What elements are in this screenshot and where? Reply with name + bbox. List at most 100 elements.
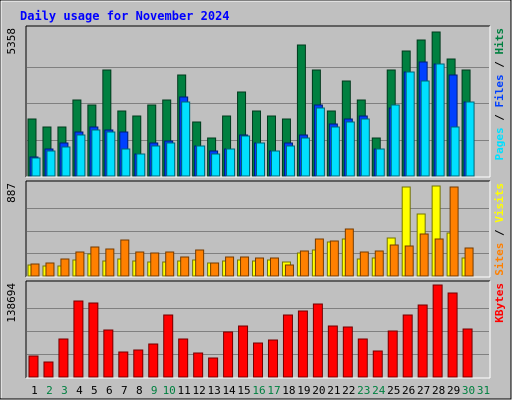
- bar-kbytes-day-20: [312, 303, 323, 378]
- bar-sites-day-19: [299, 250, 309, 277]
- chart-panels: 5358 Pages / Files / Hits 887 Sites / Visit…: [5, 25, 506, 379]
- bar-kbytes-day-4: [73, 300, 84, 378]
- bar-sites-day-11: [180, 256, 190, 277]
- bar-kbytes-day-5: [88, 302, 99, 378]
- bar-sites-day-7: [120, 239, 130, 277]
- day-label-6: 6: [106, 384, 113, 397]
- legend-part: Sites: [493, 243, 506, 276]
- bar-sites-day-10: [165, 251, 175, 277]
- bar-pages-day-3: [61, 146, 71, 177]
- bar-kbytes-day-28: [432, 284, 443, 378]
- bar-kbytes-day-13: [208, 357, 219, 378]
- day-label-9: 9: [151, 384, 158, 397]
- series-legend-label: Pages / Files / Hits: [493, 28, 506, 161]
- day-label-21: 21: [327, 384, 340, 397]
- bar-pages-day-18: [285, 145, 295, 177]
- bar-sites-day-6: [105, 248, 115, 277]
- bar-sites-day-26: [404, 245, 414, 277]
- day-label-2: 2: [46, 384, 53, 397]
- bar-pages-day-17: [270, 150, 280, 177]
- day-label-15: 15: [237, 384, 250, 397]
- day-label-27: 27: [417, 384, 430, 397]
- bar-sites-day-17: [269, 257, 279, 277]
- bar-kbytes-day-29: [447, 292, 458, 378]
- bar-sites-day-21: [329, 240, 339, 277]
- bar-sites-day-1: [30, 263, 40, 277]
- day-label-22: 22: [342, 384, 355, 397]
- bar-sites-day-15: [240, 256, 250, 277]
- day-label-14: 14: [222, 384, 236, 397]
- legend-part: Files: [493, 74, 506, 107]
- bar-sites-day-20: [314, 238, 324, 277]
- bar-pages-day-4: [76, 134, 86, 177]
- bar-kbytes-day-23: [357, 338, 368, 378]
- bar-sites-day-4: [75, 251, 85, 277]
- axis-max-label: 5358: [5, 28, 18, 55]
- day-label-5: 5: [91, 384, 98, 397]
- bar-kbytes-day-9: [148, 343, 159, 378]
- bar-pages-day-1: [31, 157, 41, 177]
- day-label-25: 25: [387, 384, 400, 397]
- bar-sites-day-29: [449, 186, 459, 277]
- bar-pages-day-28: [435, 63, 445, 177]
- bar-sites-day-27: [419, 233, 429, 277]
- bar-kbytes-day-27: [417, 304, 428, 378]
- legend-part: KBytes: [493, 283, 506, 323]
- day-label-20: 20: [312, 384, 325, 397]
- series-legend-label: KBytes: [493, 283, 506, 323]
- day-label-10: 10: [163, 384, 176, 397]
- bar-pages-day-14: [226, 148, 236, 177]
- legend-part: /: [493, 108, 506, 128]
- bar-pages-day-12: [196, 145, 206, 177]
- bar-kbytes-day-15: [238, 325, 249, 378]
- day-label-16: 16: [252, 384, 265, 397]
- bar-kbytes-day-19: [297, 310, 308, 378]
- day-label-19: 19: [297, 384, 310, 397]
- bar-sites-day-3: [60, 258, 70, 277]
- bar-sites-day-18: [284, 264, 294, 277]
- day-label-29: 29: [447, 384, 460, 397]
- day-label-13: 13: [207, 384, 220, 397]
- series-legend-label: Sites / Visits: [493, 183, 506, 276]
- day-labels: 1 2 3 4 5 6 7 8 9 10 11 12 13 14 15 16 17 18 19 20 21 22 23 24 2…: [31, 384, 490, 397]
- day-label-4: 4: [76, 384, 83, 397]
- bar-pages-day-21: [330, 126, 340, 177]
- bar-kbytes-day-16: [253, 342, 264, 378]
- bar-pages-day-9: [151, 145, 161, 177]
- day-label-24: 24: [372, 384, 386, 397]
- bar-kbytes-day-6: [103, 329, 114, 378]
- bar-pages-day-26: [405, 71, 415, 177]
- legend-part: /: [493, 223, 506, 243]
- bar-sites-day-23: [359, 251, 369, 277]
- bar-sites-day-22: [344, 228, 354, 277]
- bar-sites-day-9: [150, 252, 160, 277]
- bar-pages-day-16: [256, 142, 266, 177]
- day-label-1: 1: [31, 384, 38, 397]
- bar-sites-day-14: [225, 256, 235, 277]
- bar-sites-day-8: [135, 251, 145, 277]
- bar-kbytes-day-12: [193, 352, 204, 378]
- bar-pages-day-8: [136, 153, 146, 177]
- bar-sites-day-16: [255, 257, 265, 277]
- bar-sites-day-30: [464, 247, 474, 277]
- bar-sites-day-5: [90, 246, 100, 277]
- bar-kbytes-day-10: [163, 314, 174, 378]
- bar-kbytes-day-11: [178, 338, 189, 378]
- chart-title: Daily usage for November 2024: [20, 9, 230, 23]
- bar-pages-day-29: [450, 126, 460, 177]
- bar-sites-day-28: [434, 238, 444, 277]
- bar-kbytes-day-1: [28, 355, 39, 378]
- legend-part: /: [493, 55, 506, 75]
- bar-pages-day-6: [106, 131, 116, 177]
- bar-pages-day-24: [375, 148, 385, 177]
- bar-pages-day-20: [315, 107, 325, 177]
- bar-sites-day-12: [195, 249, 205, 277]
- bar-pages-day-19: [300, 137, 310, 177]
- bar-pages-day-11: [181, 101, 191, 177]
- bar-pages-day-27: [420, 80, 430, 177]
- panel-hits-files-pages: 5358 Pages / Files / Hits: [5, 25, 506, 178]
- bar-kbytes-day-2: [43, 361, 54, 378]
- bar-kbytes-day-24: [372, 350, 383, 378]
- legend-part: Hits: [493, 28, 506, 55]
